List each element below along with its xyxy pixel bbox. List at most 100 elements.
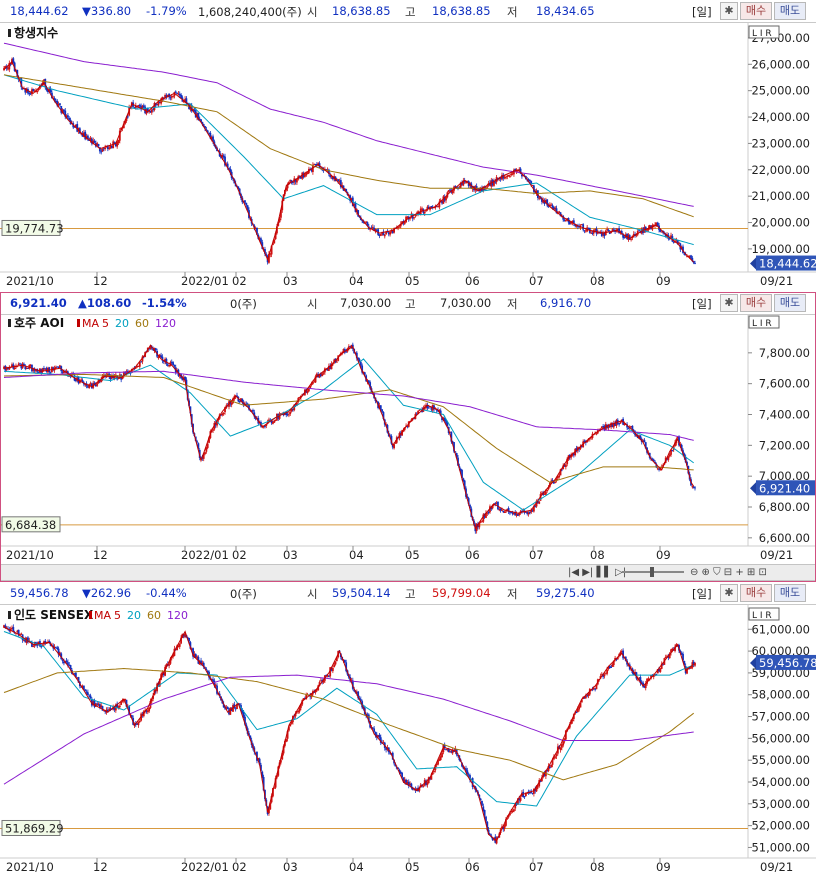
candle [367, 379, 370, 384]
x-tick-label: 2022/01 [181, 548, 229, 562]
lir-flag-box[interactable] [748, 315, 780, 329]
candle [403, 221, 406, 225]
legend-ma-item: MA [82, 317, 99, 330]
candle [518, 167, 521, 171]
candle [556, 475, 559, 480]
candle [32, 644, 35, 648]
candle [507, 174, 510, 177]
buy-button[interactable]: 매수 [740, 294, 772, 312]
candle [481, 520, 483, 523]
candle [315, 162, 318, 167]
gear-icon[interactable]: ✱ [720, 584, 738, 602]
candle [507, 506, 510, 515]
candle [359, 360, 362, 368]
zoom-controls[interactable]: ⊖ ⊕ ⛉ ⊟ + ⊞ ⊡ [690, 567, 767, 578]
candle [28, 91, 31, 97]
candle [379, 233, 382, 237]
candle [435, 763, 438, 767]
sensex-period[interactable]: [일] [692, 587, 712, 601]
lir-flag-box[interactable] [748, 607, 780, 621]
asx-period[interactable]: [일] [692, 297, 712, 311]
lir-flag-box[interactable] [748, 25, 780, 39]
asx-chart[interactable]: 7,800.00 7,600.00 7,400.00 7,200.00 7,000.00… [0, 314, 816, 564]
candle [572, 218, 575, 227]
candle [97, 702, 100, 707]
candle [538, 501, 541, 505]
candle [289, 409, 292, 416]
x-tick-label: 09 [656, 548, 671, 562]
candle [644, 680, 647, 691]
gear-icon[interactable]: ✱ [720, 2, 738, 20]
lir-flag[interactable]: L I R [752, 319, 772, 329]
candle [560, 743, 563, 751]
legend-marker [89, 611, 92, 619]
y-tick-label: 7,400.00 [759, 408, 810, 422]
candle [150, 108, 153, 115]
candle [142, 103, 145, 109]
candle [116, 140, 119, 149]
lir-flag[interactable]: L I R [752, 611, 772, 621]
candle [202, 661, 205, 669]
candle [104, 144, 107, 151]
candle [523, 796, 526, 800]
candle [17, 629, 20, 637]
x-tick-label: 03 [283, 860, 298, 874]
candle [527, 511, 530, 517]
candle [406, 779, 409, 785]
candle [579, 444, 582, 451]
candle [327, 168, 330, 177]
candle [73, 673, 76, 675]
candle [56, 99, 59, 108]
candle [690, 254, 692, 260]
candle [290, 721, 293, 725]
hsi-period[interactable]: [일] [692, 5, 712, 19]
candle [552, 481, 555, 485]
candle [692, 485, 695, 489]
candle [100, 702, 103, 708]
hsi-chart[interactable]: 27,000.0026,000.0025,000.0024,000.0023,0… [0, 22, 816, 292]
candle [168, 365, 170, 368]
candle [149, 110, 152, 114]
sell-button[interactable]: 매도 [774, 294, 806, 312]
buy-button[interactable]: 매수 [740, 584, 772, 602]
candle [273, 419, 276, 423]
legend-ma-item: 20 [127, 609, 141, 622]
candle [154, 347, 157, 352]
candle [60, 652, 63, 660]
candle [535, 499, 538, 508]
sell-button[interactable]: 매도 [774, 2, 806, 20]
y-tick-label: 56,000.00 [751, 731, 810, 745]
ma120-line [3, 674, 694, 785]
candle [357, 691, 360, 701]
candle [177, 90, 180, 96]
candle [506, 174, 509, 180]
candle [44, 639, 47, 646]
gear-icon[interactable]: ✱ [720, 294, 738, 312]
candle [443, 742, 446, 750]
buy-button[interactable]: 매수 [740, 2, 772, 20]
candle [486, 183, 489, 189]
candle [49, 371, 52, 374]
candle [580, 224, 583, 226]
candle [286, 182, 289, 192]
ma60-line [3, 373, 694, 483]
sensex-open: 59,504.14 [332, 586, 391, 600]
y-tick-label: 20,000.00 [751, 216, 810, 230]
chart-scrollbar[interactable]: |◀ ▶| ▌▌ ▷| ⊖ ⊕ ⛉ ⊟ + ⊞ ⊡ [0, 564, 816, 581]
candle [236, 702, 238, 710]
candle [176, 92, 178, 95]
zoom-slider-handle[interactable] [650, 567, 654, 577]
candle [369, 380, 372, 390]
candle [554, 755, 557, 759]
sensex-header: 59,456.78 ▼262.96 -0.44% 0(주) 시 59,504.1… [0, 582, 816, 605]
lir-flag[interactable]: L I R [752, 29, 772, 39]
sell-button[interactable]: 매도 [774, 584, 806, 602]
sensex-chart[interactable]: 61,000.0060,000.0059,000.0058,000.0057,0… [0, 604, 816, 875]
last-price-label: 6,921.40 [759, 481, 810, 495]
last-price-label: 59,456.78 [759, 656, 816, 670]
scroll-controls[interactable]: |◀ ▶| ▌▌ ▷| [568, 567, 627, 578]
candle [302, 171, 305, 179]
candle [407, 779, 410, 789]
candle [169, 95, 172, 101]
candle [682, 244, 684, 254]
